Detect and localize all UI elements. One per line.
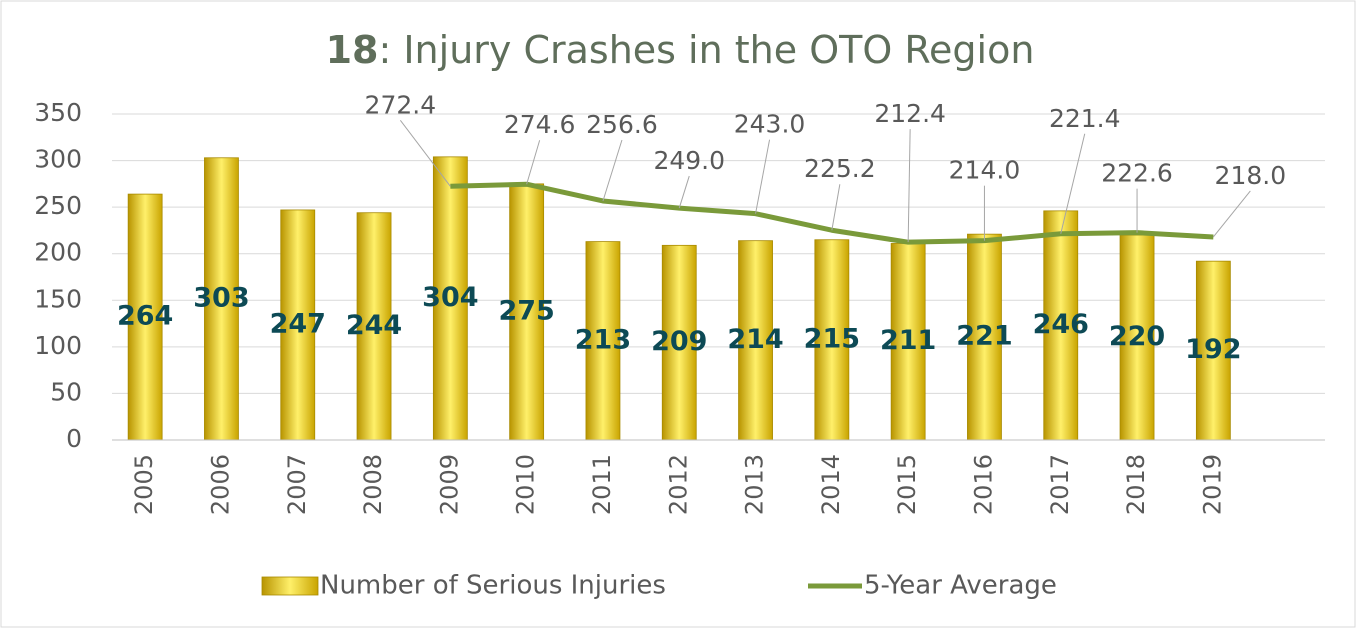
y-tick-label: 150 [34, 284, 82, 313]
line-value-label: 222.6 [1101, 159, 1173, 188]
line-value-label: 256.6 [586, 110, 658, 139]
y-tick-label: 300 [34, 145, 82, 174]
line-value-label: 274.6 [504, 110, 576, 139]
leader-line [907, 129, 911, 243]
leader-line [399, 119, 451, 187]
x-tick-label: 2012 [664, 454, 692, 515]
bar [509, 183, 545, 441]
bar [280, 209, 316, 441]
x-tick-label: 2005 [130, 454, 158, 515]
line-value-label: 212.4 [874, 99, 946, 128]
bar-value-label: 192 [1185, 334, 1241, 365]
y-tick-label: 250 [34, 191, 82, 220]
chart-title: 18: Injury Crashes in the OTO Region [326, 28, 1035, 72]
y-tick-label: 50 [50, 377, 82, 406]
bar [661, 244, 697, 441]
y-tick-label: 0 [66, 424, 82, 453]
y-tick-label: 100 [34, 331, 82, 360]
leader-line [678, 175, 690, 209]
x-tick-label: 2013 [741, 454, 769, 515]
bar [814, 239, 850, 441]
title-text: : Injury Crashes in the OTO Region [378, 28, 1034, 72]
bar [890, 243, 926, 441]
bar-value-label: 246 [1033, 309, 1089, 340]
line-value-label: 249.0 [653, 146, 725, 175]
legend-label: 5-Year Average [864, 571, 1057, 601]
leader-line [1060, 133, 1086, 234]
line-value-label: 218.0 [1215, 161, 1287, 190]
bar [585, 241, 621, 441]
bar [1119, 234, 1155, 441]
bar-value-label: 244 [346, 310, 402, 341]
y-tick-label: 200 [34, 238, 82, 267]
x-tick-label: 2008 [359, 454, 387, 515]
x-tick-label: 2018 [1122, 454, 1150, 515]
bar [204, 157, 239, 441]
plot: 0 50 100 150 200 250 300 350 2005 2006 2007 2008 200… [34, 90, 1325, 601]
leader-line [602, 139, 623, 202]
x-tick-label: 2006 [206, 454, 234, 515]
bar-value-label: 214 [727, 324, 783, 355]
bar [1043, 210, 1079, 441]
y-tick-label: 350 [34, 98, 82, 127]
bar-value-label: 247 [270, 308, 326, 339]
bar-value-label: 275 [498, 295, 554, 326]
x-tick-label: 2014 [817, 454, 845, 515]
x-tick-label: 2016 [969, 454, 997, 515]
bar-value-label: 220 [1109, 321, 1165, 352]
bar-value-label: 303 [193, 282, 249, 313]
x-tick-label: 2019 [1198, 454, 1226, 515]
x-tick-label: 2017 [1046, 454, 1074, 515]
bar-value-label: 304 [422, 282, 478, 313]
bar-value-label: 215 [804, 323, 860, 354]
bar [356, 212, 392, 441]
legend-swatch-bar [261, 576, 319, 596]
bar [1195, 260, 1231, 441]
line-value-label: 225.2 [804, 154, 876, 183]
bar [738, 240, 773, 441]
line-value-label: 221.4 [1049, 104, 1121, 133]
line-value-label: 272.4 [365, 90, 437, 119]
x-tick-label: 2011 [588, 454, 616, 515]
leader-line [831, 184, 841, 231]
bar-value-label: 221 [956, 321, 1012, 352]
title-number: 18 [326, 28, 379, 72]
leader-line [755, 139, 771, 214]
bar-value-label: 211 [880, 325, 936, 356]
x-tick-label: 2015 [893, 454, 921, 515]
bar-value-label: 209 [651, 326, 707, 357]
legend-label: Number of Serious Injuries [320, 571, 666, 601]
leader-line [1212, 190, 1251, 238]
bar-value-label: 213 [575, 324, 631, 355]
line-value-label: 214.0 [949, 156, 1021, 185]
x-tick-label: 2009 [435, 454, 463, 515]
line-value-label: 243.0 [734, 110, 806, 139]
x-tick-label: 2007 [283, 454, 311, 515]
bar-value-label: 264 [117, 301, 173, 332]
x-tick-label: 2010 [512, 454, 540, 515]
leader-line [526, 140, 541, 185]
bar [432, 156, 468, 441]
